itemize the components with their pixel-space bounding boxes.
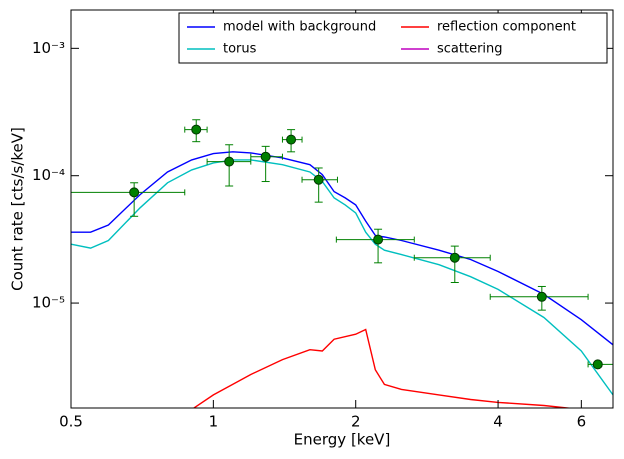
x-axis-label: Energy [keV] xyxy=(294,431,391,449)
legend-label: reflection component xyxy=(437,20,576,35)
data-point xyxy=(224,156,235,167)
plot-frame xyxy=(70,9,614,409)
x-tick-label: 6 xyxy=(577,413,587,431)
data-point xyxy=(129,187,140,198)
x-tick-label: 0.5 xyxy=(59,413,83,431)
data-point xyxy=(373,234,384,245)
data-point xyxy=(286,134,297,145)
y-tick-label: 10⁻³ xyxy=(32,39,65,57)
x-tick-label: 2 xyxy=(351,413,361,431)
y-tick-label: 10⁻⁴ xyxy=(32,166,65,184)
x-tick-label: 1 xyxy=(209,413,219,431)
data-point xyxy=(449,252,460,263)
data-point xyxy=(191,124,202,135)
x-tick-label: 4 xyxy=(493,413,503,431)
data-point xyxy=(592,359,603,370)
series-line xyxy=(192,328,574,408)
data-point xyxy=(260,151,271,162)
legend-label: model with background xyxy=(223,20,376,35)
series-line xyxy=(71,159,613,396)
plot-area xyxy=(71,119,613,408)
legend-label: torus xyxy=(223,42,257,57)
y-axis-label: Count rate [cts/s/keV] xyxy=(9,127,27,291)
y-tick-label: 10⁻⁵ xyxy=(32,294,65,312)
series-line xyxy=(71,151,613,346)
data-point xyxy=(536,291,547,302)
legend-box xyxy=(178,12,608,64)
legend-label: scattering xyxy=(437,42,503,57)
data-point xyxy=(313,174,324,185)
